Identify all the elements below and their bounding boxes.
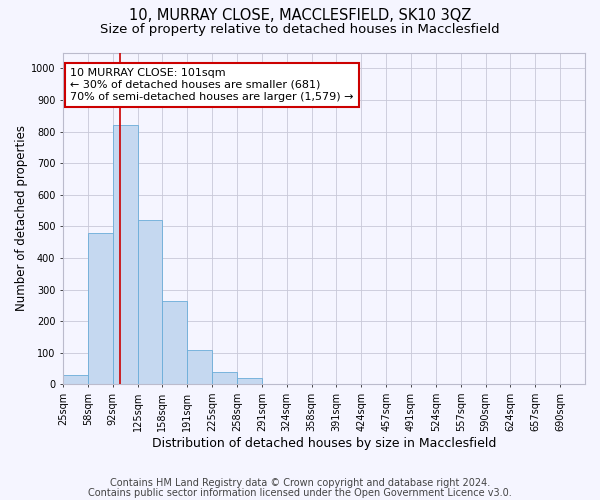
- Bar: [187, 350, 212, 384]
- Bar: [113, 125, 137, 384]
- Text: Size of property relative to detached houses in Macclesfield: Size of property relative to detached ho…: [100, 22, 500, 36]
- Bar: [137, 220, 163, 384]
- Text: Contains public sector information licensed under the Open Government Licence v3: Contains public sector information licen…: [88, 488, 512, 498]
- X-axis label: Distribution of detached houses by size in Macclesfield: Distribution of detached houses by size …: [152, 437, 496, 450]
- Y-axis label: Number of detached properties: Number of detached properties: [15, 126, 28, 312]
- Bar: [88, 232, 113, 384]
- Bar: [212, 372, 237, 384]
- Bar: [163, 300, 187, 384]
- Bar: [63, 375, 88, 384]
- Bar: [237, 378, 262, 384]
- Text: Contains HM Land Registry data © Crown copyright and database right 2024.: Contains HM Land Registry data © Crown c…: [110, 478, 490, 488]
- Text: 10 MURRAY CLOSE: 101sqm
← 30% of detached houses are smaller (681)
70% of semi-d: 10 MURRAY CLOSE: 101sqm ← 30% of detache…: [70, 68, 354, 102]
- Text: 10, MURRAY CLOSE, MACCLESFIELD, SK10 3QZ: 10, MURRAY CLOSE, MACCLESFIELD, SK10 3QZ: [129, 8, 471, 22]
